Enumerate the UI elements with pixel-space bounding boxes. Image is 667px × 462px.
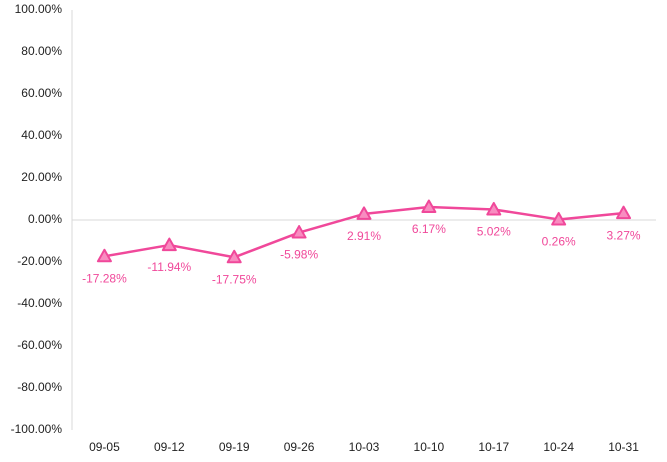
marker-layer	[96, 199, 632, 264]
data-point-marker	[291, 225, 307, 239]
data-point-marker	[421, 199, 437, 214]
y-tick-label: 80.00%	[21, 44, 62, 58]
y-tick-label: 40.00%	[21, 128, 62, 142]
data-label: 3.27%	[607, 228, 641, 242]
x-tick-label: 09-26	[284, 440, 315, 454]
data-label: 6.17%	[412, 222, 446, 236]
x-tick-label: 09-05	[89, 440, 120, 454]
y-tick-label: -60.00%	[17, 338, 62, 352]
y-tick-label: 100.00%	[15, 2, 63, 16]
data-point-marker	[226, 249, 242, 264]
x-tick-label: 10-31	[608, 440, 639, 454]
axes	[71, 10, 656, 430]
y-tick-label: -20.00%	[17, 254, 62, 268]
data-point-marker	[161, 237, 177, 252]
data-point-marker	[551, 211, 567, 226]
x-tick-label: 10-17	[478, 440, 509, 454]
data-label: -17.28%	[82, 271, 127, 285]
x-tick-label: 09-12	[154, 440, 185, 454]
data-label: -5.98%	[280, 248, 318, 262]
data-label: -17.75%	[212, 272, 257, 286]
x-tick-label: 10-10	[414, 440, 445, 454]
y-tick-label: 60.00%	[21, 86, 62, 100]
data-label: 2.91%	[347, 229, 381, 243]
y-axis-tick-labels: 100.00% 80.00% 60.00% 40.00% 20.00% 0.00% -20.…	[11, 2, 63, 436]
data-label: -11.94%	[147, 260, 191, 274]
x-axis-tick-labels: 09-05 09-12 09-19 09-26 10-03 10-10 10-17 10-24…	[89, 440, 639, 454]
y-tick-label: -100.00%	[11, 422, 63, 436]
data-point-marker	[616, 205, 632, 220]
data-point-marker	[486, 201, 502, 216]
data-point-marker	[96, 248, 112, 263]
data-label: 0.26%	[542, 235, 576, 249]
x-tick-label: 09-19	[219, 440, 250, 454]
x-tick-label: 10-24	[543, 440, 574, 454]
y-tick-label: 0.00%	[28, 212, 62, 226]
x-tick-label: 10-03	[349, 440, 380, 454]
y-tick-label: 20.00%	[21, 170, 62, 184]
y-tick-label: -80.00%	[17, 380, 62, 394]
y-tick-label: -40.00%	[17, 296, 62, 310]
data-point-marker	[356, 206, 372, 220]
data-label-layer: -17.28% -11.94% -17.75% -5.98% 2.91% 6.17% 5.0…	[82, 222, 641, 286]
data-label: 5.02%	[477, 225, 511, 239]
